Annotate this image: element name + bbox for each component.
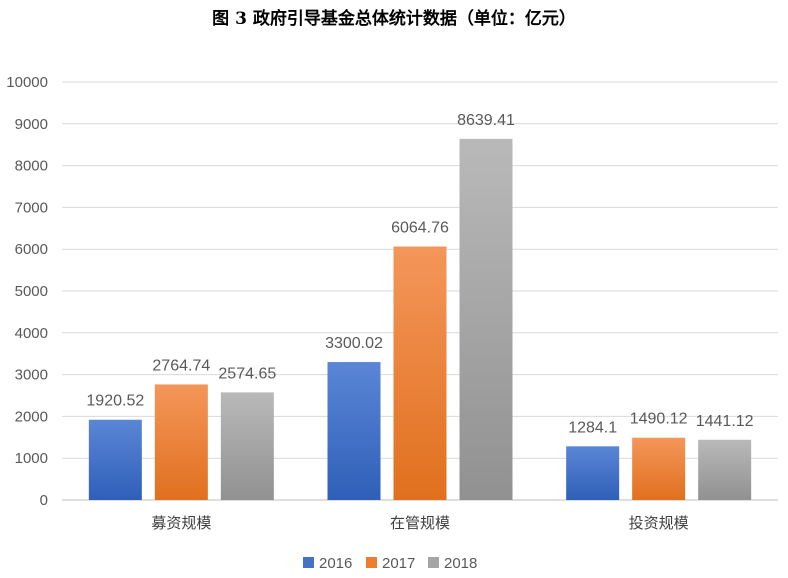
x-axis-categories: 募资规模 在管规模 投资规模	[151, 514, 688, 532]
legend-label: 2018	[444, 555, 477, 572]
bar-2018-1	[459, 138, 513, 500]
data-label: 1284.1	[568, 419, 617, 436]
y-tick-label: 2000	[15, 408, 48, 425]
bar-2017-1	[393, 246, 447, 500]
bar-2017-0	[154, 384, 208, 500]
data-label: 3300.02	[325, 335, 383, 352]
bar-2016-1	[327, 362, 381, 500]
data-labels: 1920.52 2764.74 2574.65 3300.02 6064.76 8639.…	[86, 112, 753, 436]
data-label: 6064.76	[391, 219, 449, 236]
y-tick-label: 3000	[15, 367, 48, 384]
legend-label: 2017	[382, 555, 415, 572]
bar-2016-0	[88, 419, 142, 500]
y-tick-label: 1000	[15, 450, 48, 467]
legend-swatch-2018	[428, 557, 439, 568]
y-tick-label: 6000	[15, 241, 48, 258]
bar-2018-2	[698, 439, 752, 500]
legend: 2016 2017 2018	[303, 555, 477, 572]
data-label: 8639.41	[457, 112, 515, 129]
y-tick-label: 9000	[15, 116, 48, 133]
legend-swatch-2017	[366, 557, 377, 568]
bars	[88, 138, 752, 500]
bar-2018-0	[220, 392, 274, 500]
data-label: 1441.12	[696, 413, 754, 430]
bar-2016-2	[566, 446, 620, 500]
data-label: 1490.12	[630, 411, 688, 428]
y-tick-label: 10000	[6, 74, 48, 91]
data-label: 2574.65	[218, 365, 276, 382]
data-label: 2764.74	[152, 357, 210, 374]
y-tick-label: 5000	[15, 283, 48, 300]
x-category-label: 投资规模	[629, 514, 689, 532]
y-tick-label: 7000	[15, 199, 48, 216]
data-label: 1920.52	[86, 393, 144, 410]
bar-2017-2	[632, 437, 686, 500]
y-axis-ticks: 0 1000 2000 3000 4000 5000 6000 7000 8000 9000 100…	[6, 74, 48, 509]
legend-swatch-2016	[303, 557, 314, 568]
x-category-label: 募资规模	[151, 514, 211, 532]
y-tick-label: 8000	[15, 158, 48, 175]
chart-title: 图 3 政府引导基金总体统计数据（单位：亿元）	[212, 8, 576, 29]
y-tick-label: 4000	[15, 325, 48, 342]
x-category-label: 在管规模	[390, 514, 450, 532]
legend-label: 2016	[319, 555, 352, 572]
y-tick-label: 0	[40, 492, 48, 509]
